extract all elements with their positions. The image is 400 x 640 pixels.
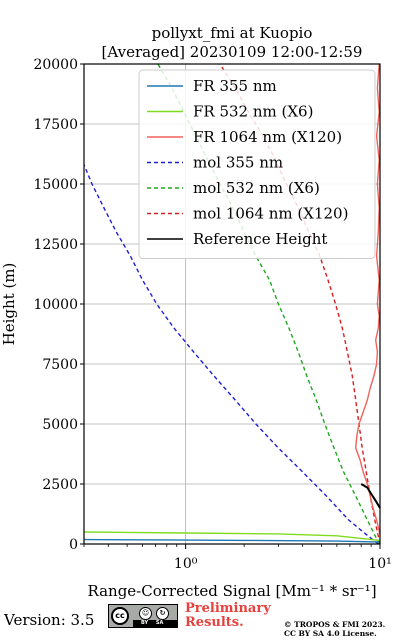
- series-line-0: [83, 538, 381, 543]
- legend-entry-4: mol 532 nm (X6): [193, 179, 320, 197]
- x-tick-label: 10¹: [368, 556, 391, 572]
- copyright-line-2: CC BY SA 4.0 License.: [284, 629, 377, 638]
- legend-entry-6: Reference Height: [193, 230, 327, 248]
- series-line-2: [354, 63, 381, 535]
- series-line-4: [157, 63, 380, 545]
- series-line-3: [83, 164, 379, 545]
- chart-title: pollyxt_fmi at Kuopio: [152, 24, 313, 42]
- x-tick-label: 10⁰: [174, 556, 198, 572]
- y-tick-label: 12500: [33, 237, 78, 253]
- y-axis-label: Height (m): [0, 263, 18, 346]
- creative-commons-icon: cc: [111, 607, 129, 625]
- share-alike-icon: ↻: [156, 607, 169, 620]
- preliminary-note: Preliminary Results.: [185, 602, 271, 630]
- y-tick-label: 7500: [42, 357, 78, 373]
- badge-by: BY: [141, 620, 149, 626]
- series-line-1: [83, 531, 381, 542]
- legend-entry-5: mol 1064 nm (X120): [193, 205, 348, 223]
- x-axis-ticks: 10⁰ 10¹: [83, 544, 392, 572]
- y-axis-ticks: 0 2500 5000 7500 10000 12500 15000 17500 20000: [33, 57, 84, 553]
- legend-entry-2: FR 1064 nm (X120): [193, 128, 342, 146]
- y-tick-label: 0: [69, 537, 78, 553]
- legend-entry-3: mol 355 nm: [193, 154, 283, 172]
- version-label: Version: 3.5: [4, 611, 95, 629]
- copyright-note: © TROPOS & FMI 2023. CC BY SA 4.0 Licens…: [284, 620, 385, 638]
- preliminary-line-2: Results.: [185, 615, 244, 630]
- y-tick-label: 20000: [33, 57, 78, 73]
- x-axis-label: Range-Corrected Signal [Mm⁻¹ * sr⁻¹]: [87, 582, 376, 600]
- series-lines: [83, 63, 381, 545]
- legend-box: [138, 69, 376, 259]
- legend: FR 355 nm FR 532 nm (X6) FR 1064 nm (X120)…: [138, 69, 376, 259]
- attribution-icon: ☺: [139, 607, 152, 620]
- legend-entry-0: FR 355 nm: [193, 77, 277, 95]
- y-tick-label: 10000: [33, 297, 78, 313]
- copyright-line-1: © TROPOS & FMI 2023.: [284, 620, 386, 629]
- preliminary-line-1: Preliminary: [185, 601, 271, 616]
- badge-sa: SA: [155, 620, 164, 626]
- y-tick-label: 17500: [33, 117, 78, 133]
- y-tick-label: 15000: [33, 177, 78, 193]
- y-tick-label: 2500: [42, 477, 78, 493]
- y-tick-label: 5000: [42, 417, 78, 433]
- legend-entry-1: FR 532 nm (X6): [193, 103, 313, 121]
- chart-subtitle: [Averaged] 20230109 12:00-12:59: [102, 43, 363, 61]
- cc-license-badge[interactable]: cc ☺ ↻ BY SA: [108, 604, 178, 628]
- cc-badge-strip: BY SA: [133, 620, 177, 627]
- series-line-6: [360, 483, 381, 509]
